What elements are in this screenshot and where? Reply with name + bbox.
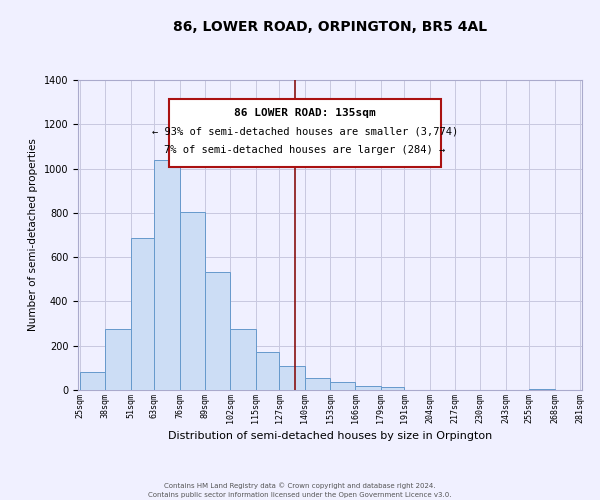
Bar	[179, 212, 205, 390]
Bar	[529, 389, 554, 390]
Bar	[106, 329, 131, 390]
Bar	[230, 329, 256, 390]
Text: 86 LOWER ROAD: 135sqm: 86 LOWER ROAD: 135sqm	[234, 108, 376, 118]
Y-axis label: Number of semi-detached properties: Number of semi-detached properties	[28, 138, 38, 332]
Bar	[381, 386, 404, 390]
Bar	[80, 372, 106, 390]
Bar	[305, 378, 330, 390]
Bar	[205, 272, 230, 390]
Text: 7% of semi-detached houses are larger (284) →: 7% of semi-detached houses are larger (2…	[164, 145, 445, 155]
Text: Contains HM Land Registry data © Crown copyright and database right 2024.: Contains HM Land Registry data © Crown c…	[164, 482, 436, 489]
X-axis label: Distribution of semi-detached houses by size in Orpington: Distribution of semi-detached houses by …	[168, 431, 492, 441]
Bar	[154, 160, 179, 390]
Text: ← 93% of semi-detached houses are smaller (3,774): ← 93% of semi-detached houses are smalle…	[152, 126, 458, 136]
Bar	[355, 386, 381, 390]
Bar	[131, 238, 154, 390]
Text: Contains public sector information licensed under the Open Government Licence v3: Contains public sector information licen…	[148, 492, 452, 498]
Bar	[330, 382, 355, 390]
FancyBboxPatch shape	[169, 98, 441, 167]
Bar	[279, 366, 305, 390]
Bar	[256, 352, 279, 390]
Title: 86, LOWER ROAD, ORPINGTON, BR5 4AL: 86, LOWER ROAD, ORPINGTON, BR5 4AL	[173, 20, 487, 34]
